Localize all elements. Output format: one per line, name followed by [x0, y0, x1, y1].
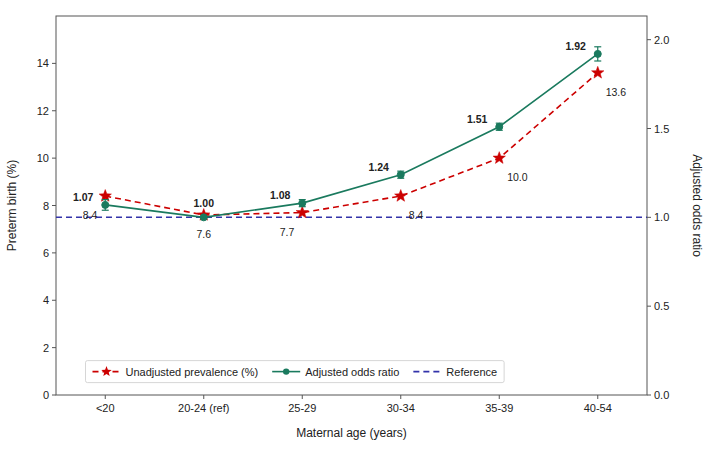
y-tick — [52, 110, 56, 111]
y-tick — [52, 252, 56, 253]
y2-tick-label: 1.0 — [654, 211, 669, 223]
series — [102, 47, 602, 221]
data-label: 1.00 — [194, 197, 215, 209]
series-line — [105, 73, 598, 215]
legend-item: Reference — [413, 366, 497, 378]
y-tick-label: 0 — [43, 389, 49, 401]
error-bar-cap — [594, 60, 601, 61]
data-label: 10.0 — [507, 171, 528, 183]
star-marker — [99, 190, 111, 202]
y-tick-label: 10 — [37, 152, 49, 164]
y2-tick-label: 2.0 — [654, 34, 669, 46]
legend-label: Unadjusted prevalence (%) — [126, 366, 259, 378]
x-tick-label: 40-54 — [584, 402, 612, 414]
y-tick-label: 14 — [37, 57, 49, 69]
x-tick — [597, 395, 598, 399]
x-tick-label: 25-29 — [288, 402, 316, 414]
data-label: 7.6 — [196, 228, 211, 240]
legend: Unadjusted prevalence (%) Adjusted odds r… — [86, 361, 505, 383]
y2-tick — [647, 128, 651, 129]
data-label: 1.92 — [565, 40, 586, 52]
y-tick-label: 2 — [43, 342, 49, 354]
legend-swatch — [413, 371, 441, 373]
error-bar — [397, 171, 404, 178]
x-tick — [105, 395, 106, 399]
x-tick — [203, 395, 204, 399]
legend-item: Unadjusted prevalence (%) — [93, 366, 259, 378]
data-label: 8.4 — [83, 209, 98, 221]
circle-marker — [397, 171, 404, 178]
axes: 0 2 4 6 8 10 12 14 0.0 0.5 1.0 1.5 2.0 <20 20-24 (ref)… — [5, 34, 704, 440]
star-marker — [296, 206, 308, 218]
circle-marker — [594, 50, 601, 57]
y2-tick — [647, 395, 651, 396]
y-tick — [52, 347, 56, 348]
y2-tick-label: 0.5 — [654, 300, 669, 312]
y2-tick — [647, 306, 651, 307]
y2-tick — [647, 217, 651, 218]
x-axis-label: Maternal age (years) — [296, 426, 407, 440]
legend-swatch — [101, 366, 111, 376]
legend-item: Adjusted odds ratio — [272, 366, 399, 378]
data-labels: 8.4 7.6 7.7 8.4 10.0 13.6 1.07 1.00 1.08 1.24 1.51… — [73, 40, 626, 240]
y-tick — [52, 395, 56, 396]
error-bar-cap — [102, 199, 109, 200]
y-tick-label: 4 — [43, 294, 49, 306]
x-tick-label: <20 — [96, 402, 115, 414]
chart-container: 0 2 4 6 8 10 12 14 0.0 0.5 1.0 1.5 2.0 <20 20-24 (ref)… — [0, 0, 709, 449]
plot-frame — [56, 16, 647, 395]
star-marker — [493, 152, 505, 164]
data-label: 1.08 — [270, 189, 291, 201]
circle-marker — [299, 200, 306, 207]
series-line — [105, 54, 598, 217]
star-marker — [198, 208, 210, 220]
plot-area — [56, 47, 647, 221]
error-bar — [496, 123, 503, 130]
y-tick — [52, 205, 56, 206]
legend-swatch — [283, 368, 289, 374]
star-marker — [395, 190, 407, 202]
x-tick — [302, 395, 303, 399]
data-label: 8.4 — [409, 209, 424, 221]
y2-axis-label: Adjusted odds ratio — [690, 154, 704, 257]
y2-tick-label: 0.0 — [654, 389, 669, 401]
error-bar-cap — [102, 210, 109, 211]
reference-line — [56, 217, 647, 219]
y-tick — [52, 300, 56, 301]
legend-label: Reference — [446, 366, 497, 378]
circle-marker — [102, 201, 109, 208]
error-bar — [594, 47, 601, 61]
y-axis-label: Preterm birth (%) — [5, 160, 19, 251]
data-label: 1.51 — [467, 113, 488, 125]
x-tick — [499, 395, 500, 399]
star-marker — [592, 66, 604, 78]
data-label: 1.07 — [73, 191, 94, 203]
error-bar — [102, 200, 109, 211]
y-tick — [52, 158, 56, 159]
circle-marker — [496, 123, 503, 130]
error-bar — [299, 200, 306, 207]
error-bar-cap — [594, 46, 601, 47]
y-tick-label: 6 — [43, 247, 49, 259]
y2-tick — [647, 39, 651, 40]
data-label: 7.7 — [280, 226, 295, 238]
chart: 0 2 4 6 8 10 12 14 0.0 0.5 1.0 1.5 2.0 <20 20-24 (ref)… — [0, 0, 709, 449]
data-label: 1.24 — [368, 161, 389, 173]
legend-frame — [86, 361, 505, 383]
data-label: 13.6 — [606, 86, 627, 98]
circle-marker — [200, 214, 207, 221]
x-tick-label: 20-24 (ref) — [178, 402, 229, 414]
y2-tick-label: 1.5 — [654, 123, 669, 135]
legend-label: Adjusted odds ratio — [305, 366, 399, 378]
x-tick-label: 30-34 — [387, 402, 415, 414]
y-tick-label: 12 — [37, 105, 49, 117]
y-tick — [52, 63, 56, 64]
x-tick — [400, 395, 401, 399]
y-tick-label: 8 — [43, 200, 49, 212]
x-tick-label: 35-39 — [485, 402, 513, 414]
series — [99, 66, 604, 220]
